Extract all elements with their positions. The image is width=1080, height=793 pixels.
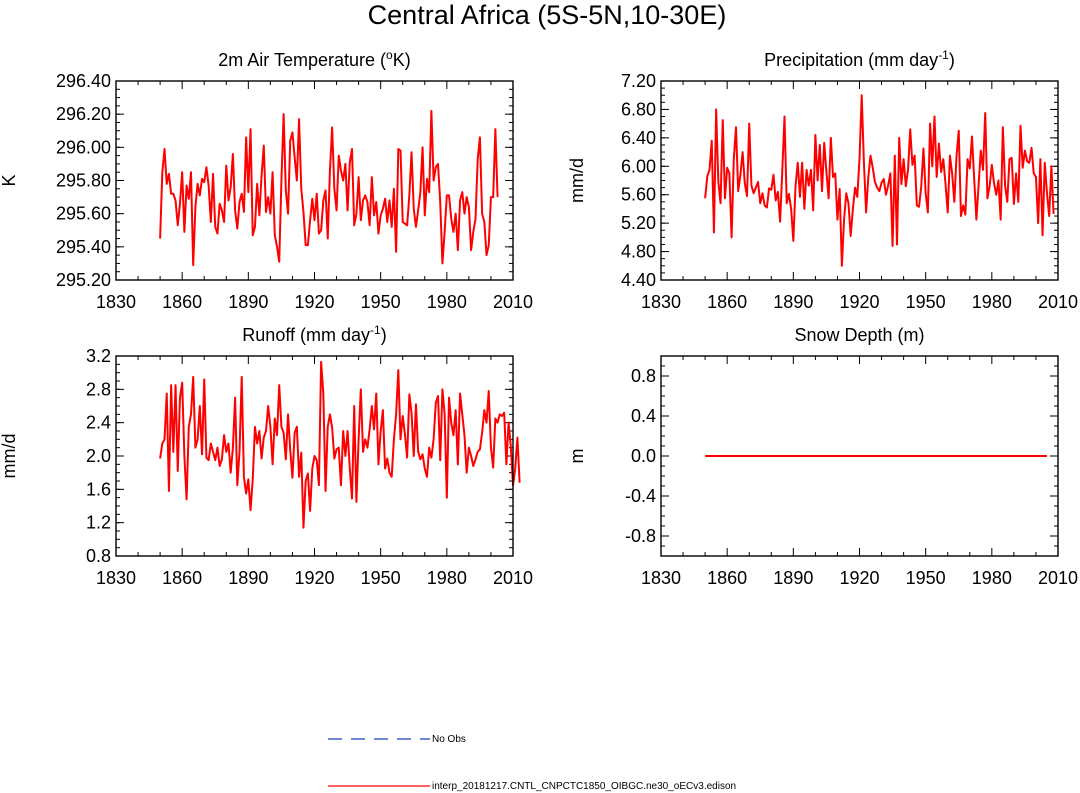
panel-title-suffix: ) — [381, 325, 387, 345]
legend-label-no-obs: No Obs — [432, 734, 466, 745]
series-line-0 — [159, 109, 499, 267]
panel-title-superscript: -1 — [370, 323, 381, 337]
x-tick-label: 1860 — [162, 292, 202, 312]
x-tick-label: 1890 — [228, 292, 268, 312]
x-tick-label: 1830 — [641, 568, 681, 588]
y-tick-label: 4.80 — [621, 242, 656, 262]
panel-title-text: Precipitation (mm day — [764, 50, 938, 70]
x-tick-label: 1920 — [839, 292, 879, 312]
y-tick-label: 2.4 — [86, 413, 111, 433]
figure-title: Central Africa (5S-5N,10-30E) — [368, 0, 727, 30]
x-tick-label: 2010 — [1038, 568, 1078, 588]
panel-title-superscript: -1 — [938, 48, 949, 62]
panel-title-superscript: o — [386, 48, 393, 62]
y-axis-label: mm/d — [567, 158, 587, 203]
x-tick-label: 1950 — [906, 568, 946, 588]
panel-title: Snow Depth (m) — [794, 325, 924, 345]
y-tick-label: 296.20 — [56, 104, 111, 124]
x-tick-label: 1980 — [427, 292, 467, 312]
panels: 2m Air Temperature (oK) K 1830 1860 1890 1920… — [0, 48, 1078, 588]
y-tick-label: 1.6 — [86, 479, 111, 499]
y-tick-label: 295.40 — [56, 237, 111, 257]
plot-frame — [115, 355, 514, 557]
panel-title-text: Snow Depth (m) — [794, 325, 924, 345]
panel-title-suffix: K) — [393, 50, 411, 70]
y-axis-label: mm/d — [0, 434, 19, 479]
x-tick-label: 1860 — [707, 292, 747, 312]
y-tick-label: 0.4 — [631, 406, 656, 426]
x-tick-label: 1980 — [427, 568, 467, 588]
x-tick-label: 1950 — [361, 292, 401, 312]
y-tick-label: 4.40 — [621, 270, 656, 290]
y-axis-label: m — [567, 449, 587, 464]
panel-title: Runoff (mm day-1) — [242, 323, 386, 345]
chart-panel-1: Precipitation (mm day-1) mm/d 1830 1860 1890… — [567, 48, 1078, 312]
panel-title-text: 2m Air Temperature ( — [218, 50, 386, 70]
chart-panel-3: Snow Depth (m) m 1830 1860 1890 1920 1950 1980 2… — [567, 325, 1078, 588]
x-tick-label: 1950 — [906, 292, 946, 312]
plot-frame — [115, 80, 514, 281]
y-tick-label: 0.8 — [86, 546, 111, 566]
series-line-0 — [704, 94, 1055, 267]
y-tick-label: 295.80 — [56, 171, 111, 191]
panel-title: Precipitation (mm day-1) — [764, 48, 955, 70]
x-tick-label: 1980 — [972, 568, 1012, 588]
y-tick-label: 295.20 — [56, 270, 111, 290]
chart-panel-2: Runoff (mm day-1) mm/d 1830 1860 1890 1920 195… — [0, 323, 533, 588]
plot-frame — [660, 80, 1059, 281]
y-tick-label: 5.20 — [621, 213, 656, 233]
plot-frame — [660, 355, 1059, 557]
y-tick-label: -0.4 — [625, 486, 656, 506]
panel-title-suffix: ) — [949, 50, 955, 70]
y-tick-label: 5.60 — [621, 185, 656, 205]
y-tick-label: 296.00 — [56, 137, 111, 157]
x-tick-label: 1830 — [641, 292, 681, 312]
legend-label-model: interp_20181217.CNTL_CNPCTC1850_OIBGC.ne… — [432, 781, 736, 792]
y-tick-label: -0.8 — [625, 526, 656, 546]
x-tick-label: 1890 — [228, 568, 268, 588]
y-tick-label: 2.8 — [86, 379, 111, 399]
y-tick-label: 6.40 — [621, 128, 656, 148]
y-tick-label: 0.8 — [631, 366, 656, 386]
x-tick-label: 1950 — [361, 568, 401, 588]
panel-title-text: Runoff (mm day — [242, 325, 370, 345]
panel-title: 2m Air Temperature (oK) — [218, 48, 410, 70]
legend: No Obs interp_20181217.CNTL_CNPCTC1850_O… — [328, 734, 736, 792]
x-tick-label: 1920 — [294, 568, 334, 588]
x-tick-label: 1920 — [294, 292, 334, 312]
y-tick-label: 3.2 — [86, 346, 111, 366]
x-tick-label: 1980 — [972, 292, 1012, 312]
x-tick-label: 1860 — [162, 568, 202, 588]
x-tick-label: 1860 — [707, 568, 747, 588]
x-tick-label: 1830 — [96, 292, 136, 312]
x-tick-label: 2010 — [493, 568, 533, 588]
y-tick-label: 2.0 — [86, 446, 111, 466]
y-tick-label: 1.2 — [86, 513, 111, 533]
x-tick-label: 2010 — [1038, 292, 1078, 312]
y-tick-label: 6.80 — [621, 99, 656, 119]
x-tick-label: 2010 — [493, 292, 533, 312]
y-tick-label: 6.00 — [621, 156, 656, 176]
x-tick-label: 1890 — [773, 568, 813, 588]
y-tick-label: 296.40 — [56, 71, 111, 91]
x-tick-label: 1890 — [773, 292, 813, 312]
x-tick-label: 1830 — [96, 568, 136, 588]
chart-panel-0: 2m Air Temperature (oK) K 1830 1860 1890 1920… — [0, 48, 533, 312]
y-tick-label: 0.0 — [631, 446, 656, 466]
y-tick-label: 7.20 — [621, 71, 656, 91]
x-tick-label: 1920 — [839, 568, 879, 588]
y-axis-label: K — [0, 174, 19, 186]
series-line-0 — [159, 360, 521, 529]
y-tick-label: 295.60 — [56, 204, 111, 224]
